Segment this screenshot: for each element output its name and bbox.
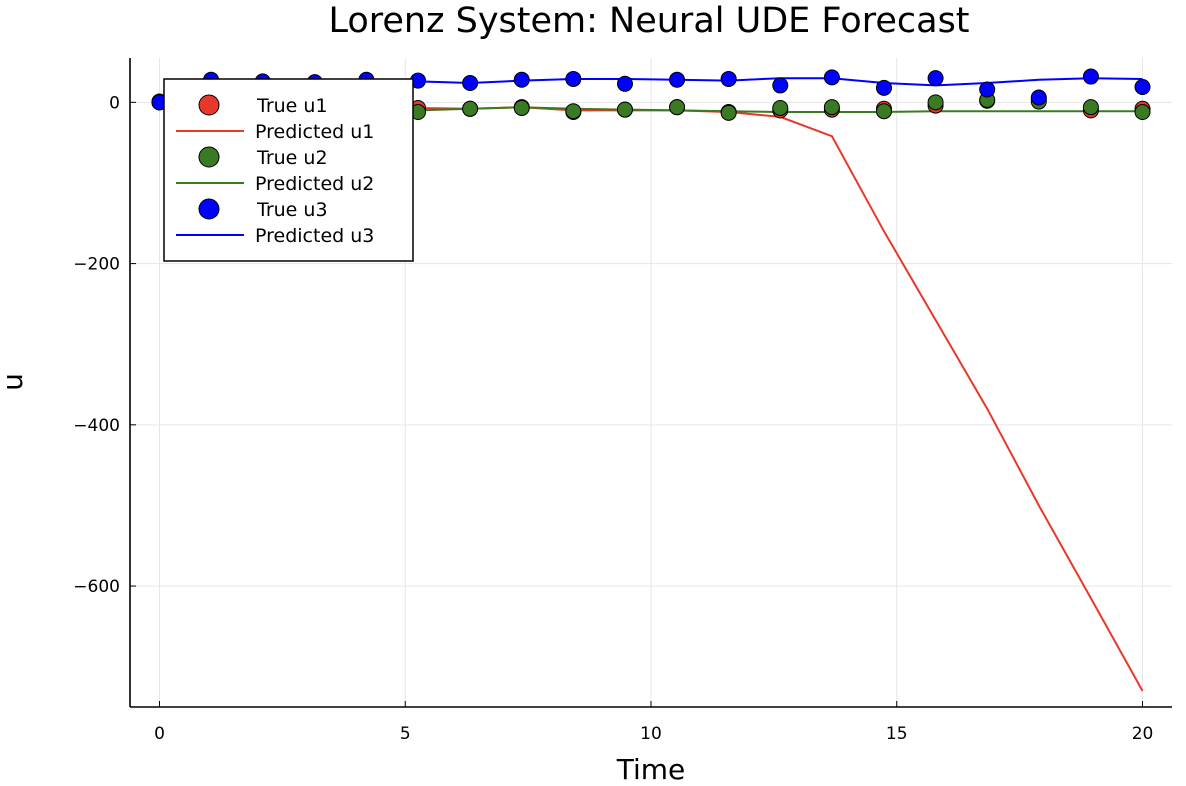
data-point-true-u3 (772, 77, 789, 94)
data-point-true-u2 (462, 100, 479, 117)
data-point-true-u3 (462, 74, 479, 91)
y-tick-label: −400 (73, 416, 120, 436)
data-point-true-u2 (823, 99, 840, 116)
x-tick-label: 5 (400, 724, 411, 744)
data-point-true-u2 (669, 99, 686, 116)
x-tick-label: 20 (1132, 724, 1154, 744)
data-point-true-u3 (720, 70, 737, 87)
data-point-true-u2 (565, 103, 582, 120)
data-point-true-u2 (1082, 99, 1099, 116)
data-point-true-u2 (927, 94, 944, 111)
legend-label: True u2 (256, 147, 328, 169)
data-point-true-u2 (875, 103, 892, 120)
ticks: 0 5 10 15 20 0 −200 −400 −600 (73, 93, 1153, 744)
legend-label: Predicted u2 (255, 173, 374, 195)
data-point-true-u3 (823, 69, 840, 86)
data-point-true-u3 (927, 70, 944, 87)
data-point-true-u3 (979, 81, 996, 98)
x-axis-title: Time (616, 753, 686, 786)
legend: True u1 Predicted u1 True u2 Predicted u2 Tr… (163, 78, 414, 262)
data-point-true-u2 (616, 101, 633, 118)
y-tick-label: 0 (109, 93, 120, 113)
x-tick-label: 10 (640, 724, 662, 744)
legend-marker (198, 198, 220, 220)
legend-label: Predicted u3 (255, 225, 374, 247)
legend-marker (198, 146, 220, 168)
x-tick-label: 15 (886, 724, 908, 744)
y-tick-label: −200 (73, 255, 120, 275)
data-point-true-u2 (513, 99, 530, 116)
data-point-true-u3 (513, 71, 530, 88)
legend-marker (198, 94, 220, 116)
data-point-true-u3 (565, 70, 582, 87)
data-point-true-u2 (1134, 104, 1151, 121)
data-point-true-u3 (875, 79, 892, 96)
data-point-true-u2 (772, 99, 789, 116)
data-point-true-u3 (616, 75, 633, 92)
legend-label: Predicted u1 (255, 121, 374, 143)
data-point-true-u3 (669, 71, 686, 88)
data-point-true-u2 (720, 104, 737, 121)
legend-label: True u3 (256, 199, 328, 221)
data-point-true-u3 (1134, 79, 1151, 96)
data-point-true-u3 (1082, 68, 1099, 85)
legend-label: True u1 (256, 95, 328, 117)
chart-title: Lorenz System: Neural UDE Forecast (328, 1, 969, 41)
y-axis-title: u (0, 373, 29, 391)
y-tick-label: −600 (73, 577, 120, 597)
x-tick-label: 0 (154, 724, 165, 744)
data-point-true-u3 (1030, 89, 1047, 106)
